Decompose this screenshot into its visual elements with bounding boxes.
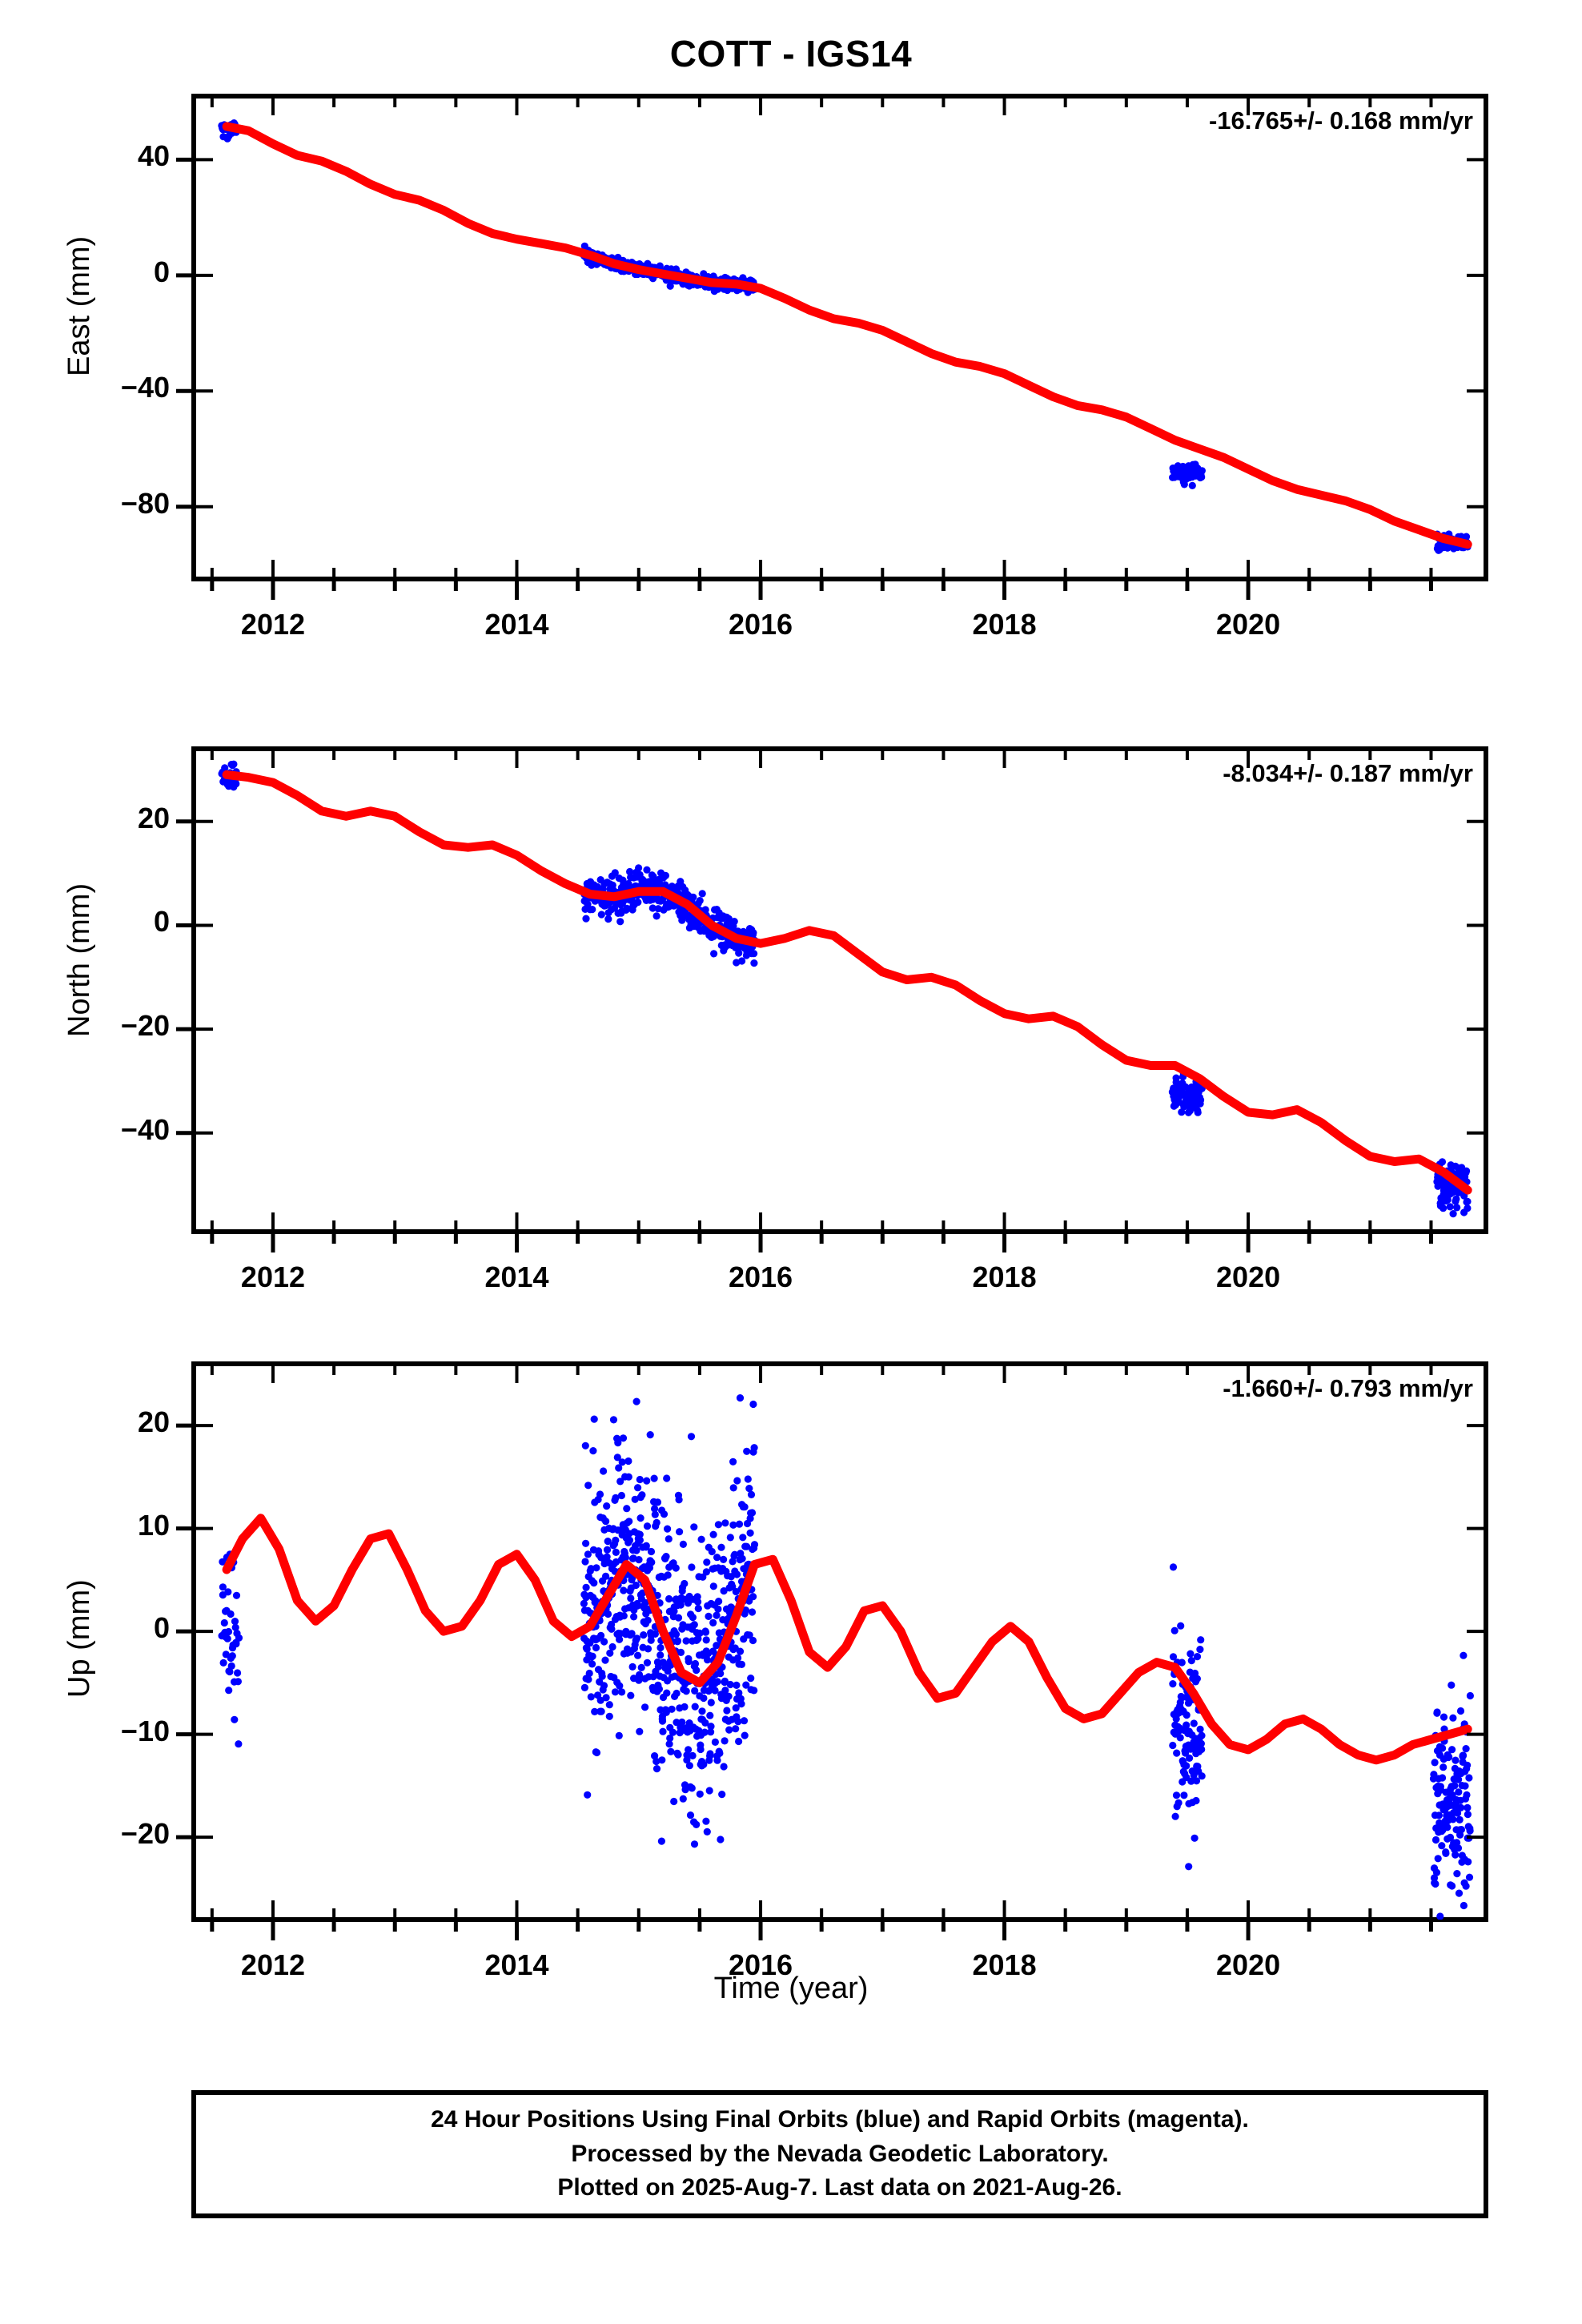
y-tick-label: −20 [120,1009,170,1043]
y-tick-label: −40 [120,371,170,404]
x-tick-label: 2018 [972,608,1037,641]
plot-frame-east [191,94,1488,581]
y-tick-label: 40 [137,139,170,173]
x-tick-label: 2018 [972,1948,1037,1981]
y-tick-label: 20 [137,801,170,834]
caption-box: 24 Hour Positions Using Final Orbits (bl… [191,2090,1488,2218]
x-tick-label: 2014 [484,1948,549,1981]
x-tick-label: 2014 [484,1261,549,1293]
y-tick-label: 0 [153,1611,170,1645]
y-tick-label: −80 [120,486,170,520]
x-tick-label: 2016 [728,608,793,641]
x-tick-label: 2012 [240,1948,306,1981]
x-tick-label: 2012 [240,1261,306,1293]
y-tick-label: −10 [120,1714,170,1747]
x-tick-label: 2016 [728,1261,793,1293]
x-tick-label: 2014 [484,608,549,641]
page-title: COTT - IGS14 [669,33,913,74]
x-tick-label: 2016 [728,1948,793,1981]
caption-line-1: 24 Hour Positions Using Final Orbits (bl… [431,2106,1249,2133]
rate-annotation-east: -16.765+/- 0.168 mm/yr [1208,107,1473,135]
x-tick-label: 2020 [1216,608,1281,641]
x-tick-label: 2018 [972,1261,1037,1293]
x-tick-label: 2020 [1216,1948,1281,1981]
x-tick-label: 2012 [240,608,306,641]
y-tick-label: −20 [120,1817,170,1851]
y-tick-label: 0 [153,905,170,939]
y-tick-label: 0 [153,255,170,288]
y-tick-label: 10 [137,1508,170,1542]
plot-frame-up [191,1361,1488,1922]
y-tick-label: 20 [137,1405,170,1439]
y-tick-label: −40 [120,1112,170,1146]
x-tick-label: 2020 [1216,1261,1281,1293]
caption-line-3: Plotted on 2025-Aug-7. Last data on 2021… [557,2174,1122,2201]
x-axis-label: Time (year) [713,1972,869,2005]
caption-line-2: Processed by the Nevada Geodetic Laborat… [571,2140,1109,2167]
rate-annotation-north: -8.034+/- 0.187 mm/yr [1223,759,1473,787]
rate-annotation-up: -1.660+/- 0.793 mm/yr [1223,1374,1473,1402]
